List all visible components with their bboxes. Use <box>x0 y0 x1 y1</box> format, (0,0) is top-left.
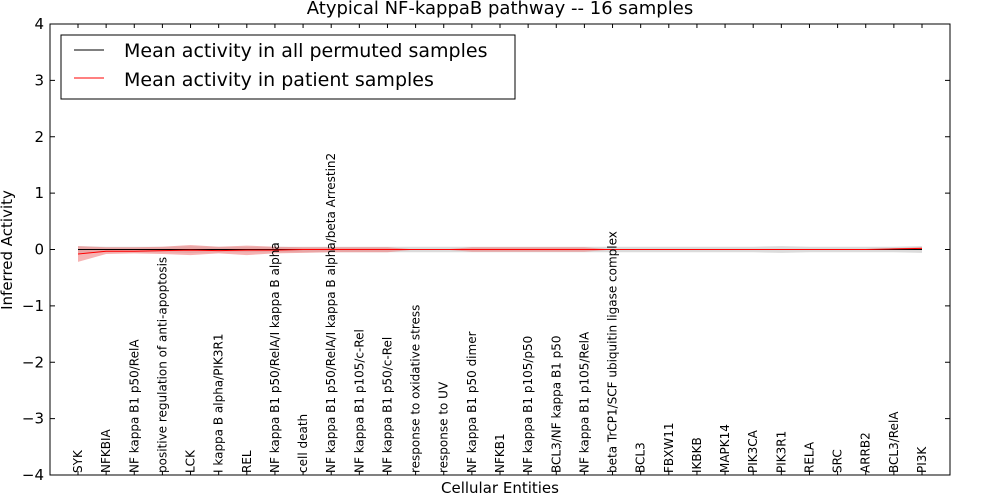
x-tick-label: PI3K <box>915 446 929 473</box>
y-tick-label: 4 <box>34 15 44 33</box>
chart-title: Atypical NF-kappaB pathway -- 16 samples <box>307 0 693 19</box>
y-tick-label: −4 <box>22 466 44 484</box>
x-tick-label: beta TrCP1/SCF ubiquitin ligase complex <box>606 231 620 473</box>
x-tick-label: MAPK14 <box>718 424 732 473</box>
x-tick-label: NF kappa B1 p50/RelA/I kappa B alpha <box>268 242 282 473</box>
y-tick-label: 2 <box>34 128 44 146</box>
x-tick-label: response to UV <box>437 381 451 473</box>
x-tick-label: REL <box>240 450 254 473</box>
x-tick-label: PIK3R1 <box>774 431 788 473</box>
x-tick-label: RELA <box>803 441 817 473</box>
x-axis-label: Cellular Entities <box>441 479 559 497</box>
y-tick-label: −2 <box>22 353 44 371</box>
x-tick-label: cell death <box>296 414 310 473</box>
x-tick-label: NF kappa B1 p50/RelA/I kappa B alpha/bet… <box>324 153 338 473</box>
y-tick-label: −3 <box>22 410 44 428</box>
x-tick-label: NF kappa B1 p105/RelA <box>577 331 591 473</box>
x-tick-label: SYK <box>71 449 85 473</box>
y-tick-label: 1 <box>34 184 44 202</box>
x-tick-label: I kappa B alpha/PIK3R1 <box>212 334 226 473</box>
x-tick-label: NF kappa B1 p50/RelA <box>127 339 141 473</box>
x-tick-label: BCL3/RelA <box>887 411 901 473</box>
x-tick-label: NFKB1 <box>493 433 507 473</box>
x-tick-label: LCK <box>184 449 198 473</box>
x-tick-label: NF kappa B1 p50/c-Rel <box>381 337 395 473</box>
series-line-patient <box>77 247 923 255</box>
legend-label-permuted: Mean activity in all permuted samples <box>124 40 487 62</box>
y-axis-ticks: −4 −3 −2 −1 0 1 2 3 4 <box>22 15 950 484</box>
x-tick-label: NF kappa B1 p105/c-Rel <box>352 329 366 473</box>
x-tick-label: BCL3 <box>634 442 648 473</box>
x-tick-label: NFKBIA <box>99 428 113 473</box>
x-axis-ticks: SYK NFKBIA NF kappa B1 p50/RelA positive re… <box>71 24 929 475</box>
y-tick-label: 3 <box>34 71 44 89</box>
legend-box <box>60 34 516 100</box>
series-lines <box>77 247 923 255</box>
x-tick-label: PIK3CA <box>746 429 760 473</box>
x-tick-label: NF kappa B1 p50 dimer <box>465 331 479 473</box>
x-tick-label: response to oxidative stress <box>409 305 423 473</box>
y-tick-label: 0 <box>34 241 44 259</box>
x-tick-label: FBXW11 <box>662 423 676 474</box>
x-tick-label: ARRB2 <box>859 432 873 473</box>
y-axis-label: Inferred Activity <box>0 190 16 310</box>
legend: Mean activity in all permuted samples Me… <box>60 34 516 100</box>
x-tick-label: BCL3/NF kappa B1 p50 <box>549 335 563 473</box>
x-tick-label: IKBKB <box>690 437 704 473</box>
x-tick-label: SRC <box>831 449 845 473</box>
x-tick-label: positive regulation of anti-apoptosis <box>155 257 169 473</box>
legend-label-patient: Mean activity in patient samples <box>124 69 434 91</box>
x-tick-label: NF kappa B1 p105/p50 <box>521 336 535 473</box>
y-tick-label: −1 <box>22 297 44 315</box>
